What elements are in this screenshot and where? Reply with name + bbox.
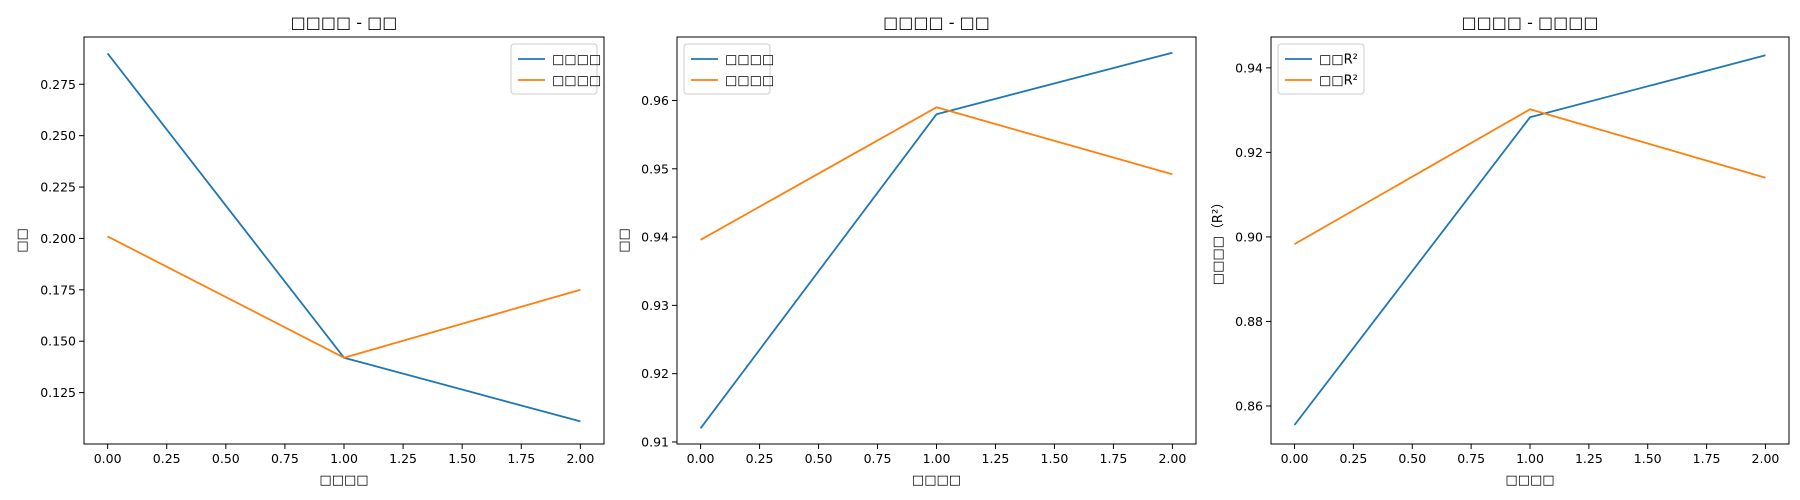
y-tick-label: 0.88 xyxy=(1235,314,1263,329)
x-tick-label: 1.75 xyxy=(1693,451,1721,466)
x-tick-label: 0.75 xyxy=(1457,451,1485,466)
x-tick-label: 1.00 xyxy=(330,451,358,466)
y-axis-label: □□□□（R²） xyxy=(1211,196,1226,285)
x-tick-label: 1.50 xyxy=(448,451,476,466)
y-axis-label: □□ xyxy=(15,228,30,253)
y-tick-label: 0.175 xyxy=(40,282,76,297)
y-tick-label: 0.250 xyxy=(40,128,76,143)
y-tick-label: 0.96 xyxy=(641,93,669,108)
x-tick-label: 0.25 xyxy=(1339,451,1367,466)
x-axis-label: □□□□ xyxy=(1505,473,1554,488)
y-tick-label: 0.92 xyxy=(641,366,669,381)
x-tick-label: 0.75 xyxy=(864,451,892,466)
x-tick-label: 1.75 xyxy=(507,451,535,466)
y-tick-label: 0.86 xyxy=(1235,398,1263,413)
x-tick-label: 0.50 xyxy=(1398,451,1426,466)
y-tick-label: 0.90 xyxy=(1235,229,1263,244)
legend-box xyxy=(1277,43,1365,95)
y-tick-label: 0.94 xyxy=(641,230,669,245)
series-line-1 xyxy=(700,106,1173,241)
series-line-0 xyxy=(1293,54,1766,426)
x-tick-label: 0.00 xyxy=(687,451,715,466)
y-tick-label: 0.150 xyxy=(40,334,76,349)
chart-panel-2: □□□□ - □□□□ 0.00 0.25 0.50 0.75 1.00 1.25 1.50 1… xyxy=(1211,13,1790,488)
legend-box xyxy=(683,43,771,95)
series-line-0 xyxy=(699,51,1173,429)
y-tick-label: 0.91 xyxy=(641,434,669,449)
chart-title: □□□□ - □□ xyxy=(883,13,990,32)
chart-panel-0: □□□□ - □□ 0.00 0.25 0.50 0.75 1.00 1.25 1.50 1.7… xyxy=(15,13,605,488)
x-axis-label: □□□□ xyxy=(912,473,961,488)
y-tick-label: 0.275 xyxy=(40,77,76,92)
legend-box xyxy=(510,43,598,95)
chart-panel-1: □□□□ - □□ 0.00 0.25 0.50 0.75 1.00 1.25 1.50 1.7… xyxy=(617,13,1197,488)
x-tick-label: 2.00 xyxy=(566,451,594,466)
legend-entry-0: □□□□ xyxy=(725,53,774,68)
y-tick-label: 0.200 xyxy=(40,231,76,246)
x-tick-label: 0.75 xyxy=(271,451,299,466)
y-tick-label: 0.225 xyxy=(40,180,76,195)
series-line-1 xyxy=(107,235,581,359)
y-tick-label: 0.95 xyxy=(641,161,669,176)
x-tick-label: 2.00 xyxy=(1158,451,1186,466)
x-tick-label: 1.75 xyxy=(1100,451,1128,466)
y-tick-label: 0.92 xyxy=(1235,145,1263,160)
x-tick-label: 0.25 xyxy=(153,451,181,466)
legend: □□□□ □□□□ xyxy=(510,43,601,95)
legend-entry-0: □□R² xyxy=(1319,53,1358,68)
x-tick-label: 0.00 xyxy=(94,451,122,466)
x-tick-label: 1.50 xyxy=(1634,451,1662,466)
y-axis-label: □□ xyxy=(617,228,632,253)
x-tick-label: 1.25 xyxy=(982,451,1010,466)
y-tick-label: 0.94 xyxy=(1235,60,1263,75)
x-tick-label: 0.25 xyxy=(746,451,774,466)
y-tick-label: 0.93 xyxy=(641,298,669,313)
legend-entry-1: □□□□ xyxy=(552,74,601,89)
x-axis-label: □□□□ xyxy=(319,473,368,488)
legend: □□R² □□R² xyxy=(1277,43,1365,95)
x-tick-label: 1.00 xyxy=(923,451,951,466)
y-tick-label: 0.125 xyxy=(40,385,76,400)
legend: □□□□ □□□□ xyxy=(683,43,774,95)
series-line-1 xyxy=(1294,108,1766,245)
chart-title: □□□□ - □□□□ xyxy=(1462,13,1599,32)
x-tick-label: 0.00 xyxy=(1281,451,1309,466)
x-tick-label: 1.25 xyxy=(1575,451,1603,466)
legend-entry-0: □□□□ xyxy=(552,53,601,68)
chart-title: □□□□ - □□ xyxy=(291,13,398,32)
x-tick-label: 1.00 xyxy=(1516,451,1544,466)
legend-entry-1: □□R² xyxy=(1319,74,1358,89)
legend-entry-1: □□□□ xyxy=(725,74,774,89)
x-tick-label: 1.25 xyxy=(389,451,417,466)
x-tick-label: 1.50 xyxy=(1041,451,1069,466)
x-tick-label: 0.50 xyxy=(805,451,833,466)
x-tick-label: 0.50 xyxy=(212,451,240,466)
x-tick-label: 2.00 xyxy=(1752,451,1780,466)
